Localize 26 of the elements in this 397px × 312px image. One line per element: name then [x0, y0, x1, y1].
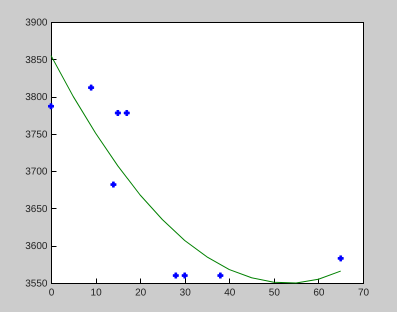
y-tick-label: 3800 — [25, 92, 48, 104]
line-series — [50, 55, 342, 284]
point — [217, 272, 224, 279]
x-tick-label: 10 — [90, 288, 102, 298]
y-tick-label: 3700 — [25, 166, 48, 178]
x-tick-label: 60 — [313, 288, 325, 298]
x-tick-label: 70 — [358, 288, 370, 298]
y-tick-label: 3600 — [25, 241, 48, 252]
y-tick-label: 3650 — [25, 204, 48, 215]
point — [338, 255, 344, 262]
x-tick-label: 50 — [268, 288, 280, 298]
point — [114, 110, 121, 116]
y-tick-label: 3750 — [25, 129, 48, 140]
x-tick-label: 20 — [135, 288, 147, 298]
y-tick-label: 3900 — [25, 18, 48, 28]
y-tick-label: 3550 — [25, 278, 48, 290]
point — [124, 110, 130, 116]
point — [182, 272, 188, 279]
y-tick-label: 3850 — [25, 54, 48, 66]
x-tick-label: 40 — [224, 288, 236, 298]
point — [48, 103, 54, 110]
point — [172, 272, 179, 279]
point — [110, 182, 116, 188]
x-tick-label: 0 — [48, 288, 55, 298]
x-tick-label: 30 — [180, 288, 192, 298]
point — [88, 84, 94, 91]
